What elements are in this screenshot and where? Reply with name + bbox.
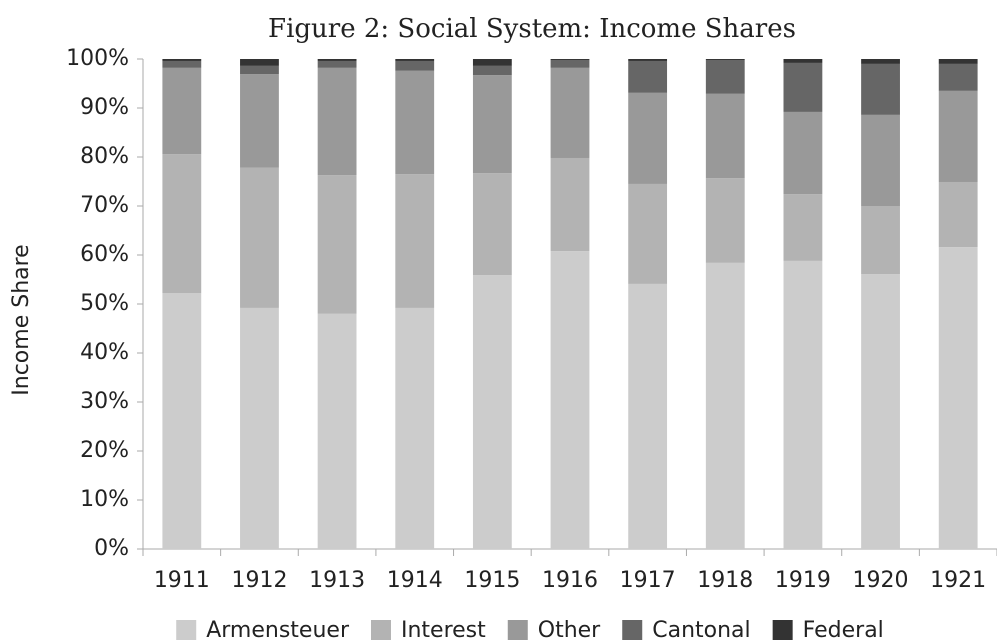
- bar-segment: [550, 59, 590, 68]
- bar-segment: [550, 251, 590, 549]
- chart-title: Figure 2: Social System: Income Shares: [268, 14, 796, 44]
- x-tick-label: 1913: [309, 568, 365, 593]
- legend-label: Federal: [803, 618, 884, 642]
- y-tick-label: 40%: [80, 340, 129, 365]
- bar-segment: [395, 174, 435, 308]
- bar-segment: [550, 67, 590, 158]
- legend-swatch: [370, 620, 391, 640]
- bar-segment: [938, 59, 978, 64]
- bar-segment: [628, 183, 668, 284]
- bar-segment: [861, 59, 900, 64]
- bar-segment: [705, 93, 745, 179]
- x-tick-label: 1921: [930, 568, 986, 593]
- bar-segment: [783, 111, 823, 195]
- y-axis-label: Income Share: [9, 244, 34, 395]
- bar-segment: [395, 59, 435, 61]
- x-tick-label: 1911: [154, 568, 210, 593]
- bar-segment: [861, 114, 900, 206]
- bar-segment: [705, 59, 745, 94]
- legend-label: Other: [538, 618, 601, 642]
- bar-segment: [162, 293, 202, 549]
- bar-segment: [938, 63, 978, 91]
- y-tick-label: 50%: [80, 291, 129, 316]
- bar-segment: [628, 92, 668, 184]
- bar-segment: [317, 60, 357, 68]
- bar-segment: [783, 194, 823, 261]
- legend-label: Cantonal: [652, 618, 750, 642]
- bar-segment: [628, 283, 668, 549]
- bar-segment: [317, 59, 357, 61]
- legend: Armensteuer Interest Other Cantonal Federal: [176, 618, 884, 642]
- y-tick-label: 10%: [80, 487, 129, 512]
- legend-label: Interest: [401, 618, 486, 642]
- y-tick-label: 100%: [66, 46, 129, 71]
- bar-segment: [628, 60, 668, 93]
- x-tick-label: 1914: [387, 568, 443, 593]
- y-tick-label: 0%: [94, 536, 129, 561]
- bar-segment: [938, 181, 978, 248]
- bar-segment: [783, 59, 823, 63]
- x-tick-label: 1918: [697, 568, 753, 593]
- x-tick-label: 1916: [542, 568, 598, 593]
- bar-segment: [472, 275, 512, 549]
- bar-segment: [705, 178, 745, 263]
- bar-segment: [162, 67, 202, 155]
- y-tick-label: 30%: [80, 389, 129, 414]
- bar-segment: [395, 70, 435, 175]
- bar-segment: [317, 175, 357, 314]
- bar-segment: [705, 59, 745, 60]
- bar-segment: [472, 65, 512, 76]
- bar-segment: [472, 173, 512, 276]
- bar-segment: [162, 154, 202, 294]
- bar-segment: [938, 90, 978, 182]
- bar-segment: [240, 59, 279, 66]
- bar-segment: [938, 247, 978, 549]
- x-tick-label: 1919: [775, 568, 831, 593]
- legend-swatch: [176, 620, 197, 640]
- bar-segment: [317, 67, 357, 176]
- bar-segment: [395, 307, 435, 549]
- bar-segment: [783, 62, 823, 112]
- bar-segment: [783, 260, 823, 549]
- bar-segment: [240, 307, 279, 549]
- y-tick-label: 90%: [80, 95, 129, 120]
- bar-segment: [861, 63, 900, 115]
- bar-segment: [550, 59, 590, 60]
- y-tick-label: 80%: [80, 144, 129, 169]
- bar-segment: [162, 60, 202, 68]
- bar-segment: [861, 274, 900, 549]
- legend-swatch: [772, 620, 793, 640]
- bar-segment: [472, 75, 512, 174]
- bar-segment: [240, 74, 279, 168]
- bar-segment: [861, 206, 900, 275]
- bar-segment: [705, 262, 745, 549]
- bar-segment: [472, 59, 512, 66]
- x-tick-label: 1915: [464, 568, 520, 593]
- bar-segment: [550, 157, 590, 252]
- bar-segment: [162, 59, 202, 61]
- legend-label: Armensteuer: [206, 618, 350, 642]
- y-tick-label: 70%: [80, 193, 129, 218]
- bar-segment: [240, 167, 279, 308]
- legend-swatch: [622, 620, 643, 640]
- x-tick-label: 1920: [853, 568, 909, 593]
- bar-segment: [240, 65, 279, 75]
- bar-segment: [317, 313, 357, 549]
- legend-swatch: [507, 620, 528, 640]
- x-tick-label: 1917: [620, 568, 676, 593]
- bar-segment: [395, 60, 435, 71]
- bar-segment: [628, 59, 668, 61]
- y-tick-label: 60%: [80, 242, 129, 267]
- y-tick-label: 20%: [80, 438, 129, 463]
- x-tick-label: 1912: [231, 568, 287, 593]
